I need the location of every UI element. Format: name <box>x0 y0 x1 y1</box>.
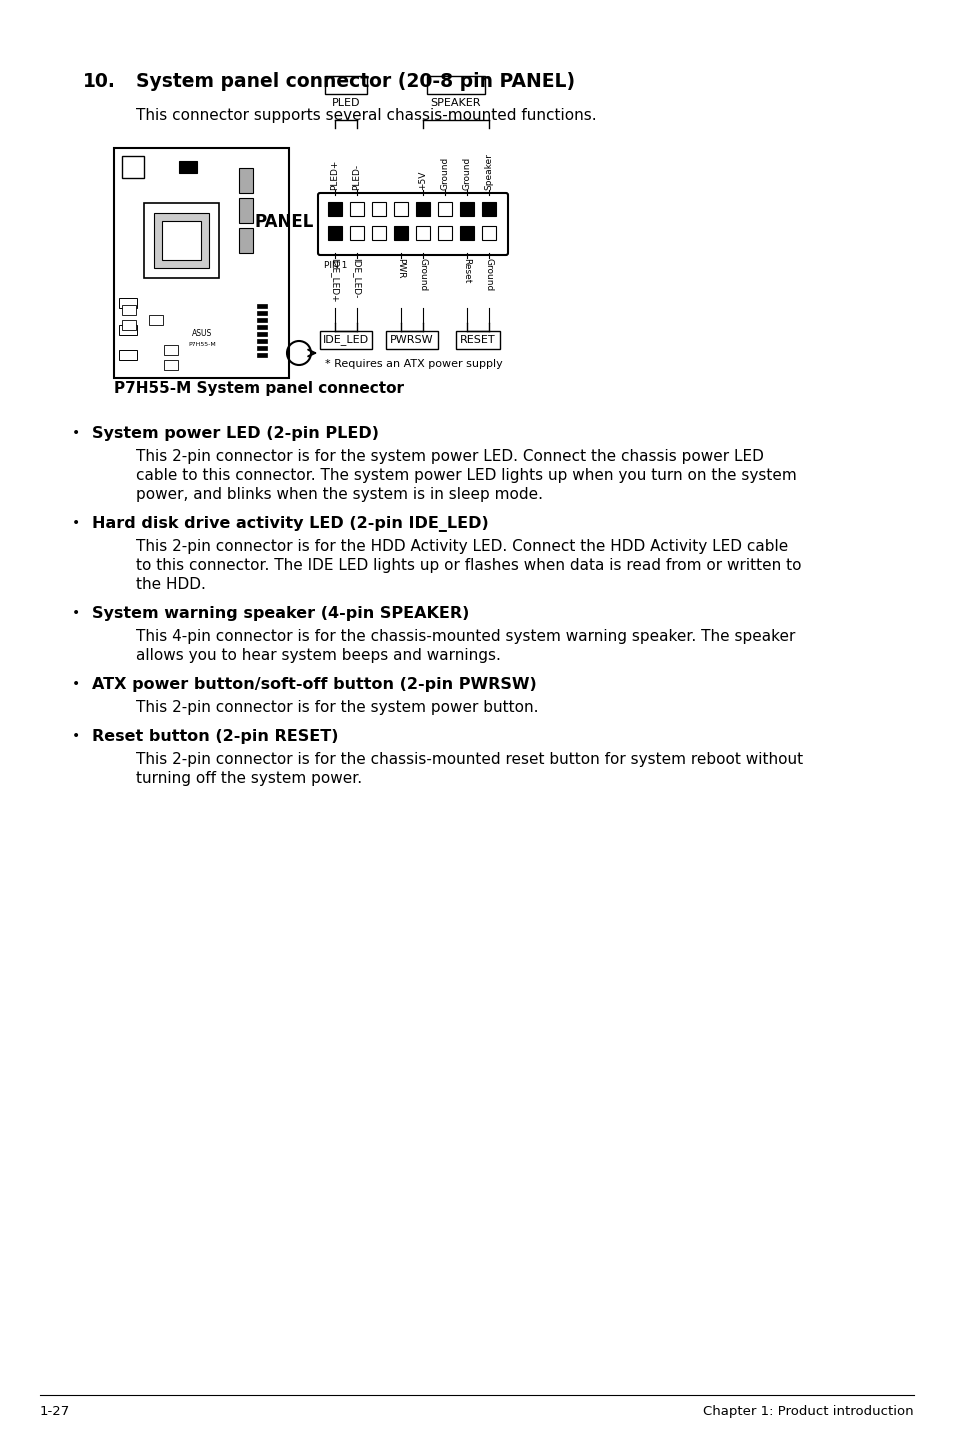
Bar <box>122 155 144 178</box>
Text: cable to this connector. The system power LED lights up when you turn on the sys: cable to this connector. The system powe… <box>136 467 796 483</box>
Bar <box>122 321 136 329</box>
Text: PLED+: PLED+ <box>330 160 339 190</box>
Bar <box>325 76 367 93</box>
Text: IDE_LED+: IDE_LED+ <box>330 257 339 302</box>
Bar <box>113 148 289 378</box>
Bar <box>239 229 253 253</box>
Text: to this connector. The IDE LED lights up or flashes when data is read from or wr: to this connector. The IDE LED lights up… <box>136 558 801 572</box>
Bar <box>481 226 496 240</box>
Text: This connector supports several chassis-mounted functions.: This connector supports several chassis-… <box>136 108 596 124</box>
FancyBboxPatch shape <box>317 193 507 255</box>
Text: This 2-pin connector is for the HDD Activity LED. Connect the HDD Activity LED c: This 2-pin connector is for the HDD Acti… <box>136 539 787 554</box>
Bar <box>256 325 267 329</box>
Text: RESET: RESET <box>459 335 496 345</box>
Bar <box>256 339 267 344</box>
Text: +5V: +5V <box>418 171 427 190</box>
Bar <box>256 311 267 315</box>
Bar <box>153 213 209 267</box>
Bar <box>239 198 253 223</box>
Text: PWR: PWR <box>396 257 405 279</box>
Bar <box>256 332 267 336</box>
Bar <box>481 201 496 216</box>
Bar <box>386 331 437 349</box>
Bar <box>372 201 386 216</box>
Text: Ground: Ground <box>440 157 449 190</box>
Bar <box>459 201 474 216</box>
Text: PIN 1: PIN 1 <box>324 262 347 270</box>
Text: the HDD.: the HDD. <box>136 577 206 592</box>
Text: power, and blinks when the system is in sleep mode.: power, and blinks when the system is in … <box>136 487 542 502</box>
Text: Chapter 1: Product introduction: Chapter 1: Product introduction <box>702 1405 913 1418</box>
Bar <box>394 201 408 216</box>
Bar <box>122 305 136 315</box>
Text: System panel connector (20-8 pin PANEL): System panel connector (20-8 pin PANEL) <box>136 72 575 91</box>
Bar <box>328 201 341 216</box>
Bar <box>119 349 137 360</box>
Bar <box>119 325 137 335</box>
Text: This 4-pin connector is for the chassis-mounted system warning speaker. The spea: This 4-pin connector is for the chassis-… <box>136 628 795 644</box>
Bar <box>239 168 253 193</box>
Text: * Requires an ATX power supply: * Requires an ATX power supply <box>325 360 502 370</box>
Bar <box>319 331 372 349</box>
Bar <box>372 226 386 240</box>
Bar <box>459 226 474 240</box>
Bar <box>350 201 364 216</box>
Text: ATX power button/soft-off button (2-pin PWRSW): ATX power button/soft-off button (2-pin … <box>91 677 537 692</box>
Text: This 2-pin connector is for the chassis-mounted reset button for system reboot w: This 2-pin connector is for the chassis-… <box>136 752 802 766</box>
Text: ASUS: ASUS <box>192 328 212 338</box>
Bar <box>416 226 430 240</box>
Bar <box>350 226 364 240</box>
Text: 10.: 10. <box>83 72 115 91</box>
Bar <box>179 161 196 173</box>
Text: P7H55-M: P7H55-M <box>188 341 215 347</box>
Bar <box>456 331 499 349</box>
Text: PLED: PLED <box>332 98 360 108</box>
Text: Ground: Ground <box>484 257 493 292</box>
Bar <box>164 345 178 355</box>
Text: SPEAKER: SPEAKER <box>431 98 480 108</box>
Text: Ground: Ground <box>462 157 471 190</box>
Text: turning off the system power.: turning off the system power. <box>136 771 362 787</box>
Bar <box>256 352 267 357</box>
Text: IDE_LED-: IDE_LED- <box>352 257 361 298</box>
Text: Reset: Reset <box>462 257 471 283</box>
Bar <box>256 303 267 308</box>
Text: System power LED (2-pin PLED): System power LED (2-pin PLED) <box>91 426 378 441</box>
Text: •: • <box>71 426 80 440</box>
Bar <box>437 226 452 240</box>
Text: 1-27: 1-27 <box>40 1405 71 1418</box>
Text: •: • <box>71 729 80 743</box>
Text: P7H55-M System panel connector: P7H55-M System panel connector <box>113 381 403 395</box>
Bar <box>162 221 201 260</box>
Text: This 2-pin connector is for the system power button.: This 2-pin connector is for the system p… <box>136 700 537 715</box>
Text: PLED-: PLED- <box>352 164 361 190</box>
Text: Speaker: Speaker <box>484 152 493 190</box>
Bar <box>416 201 430 216</box>
Text: Hard disk drive activity LED (2-pin IDE_LED): Hard disk drive activity LED (2-pin IDE_… <box>91 516 488 532</box>
Bar <box>427 76 484 93</box>
Bar <box>119 298 137 308</box>
Text: This 2-pin connector is for the system power LED. Connect the chassis power LED: This 2-pin connector is for the system p… <box>136 449 763 464</box>
Bar <box>256 318 267 322</box>
Bar <box>256 347 267 349</box>
Text: IDE_LED: IDE_LED <box>323 335 369 345</box>
Bar <box>437 201 452 216</box>
Text: •: • <box>71 605 80 620</box>
Bar <box>164 360 178 370</box>
Text: •: • <box>71 516 80 531</box>
Text: allows you to hear system beeps and warnings.: allows you to hear system beeps and warn… <box>136 649 500 663</box>
Bar <box>144 203 219 278</box>
Text: Reset button (2-pin RESET): Reset button (2-pin RESET) <box>91 729 338 743</box>
Bar <box>394 226 408 240</box>
Text: PANEL: PANEL <box>254 213 314 232</box>
Text: PWRSW: PWRSW <box>390 335 434 345</box>
Text: Ground: Ground <box>418 257 427 292</box>
Bar <box>328 226 341 240</box>
Bar <box>149 315 163 325</box>
Text: System warning speaker (4-pin SPEAKER): System warning speaker (4-pin SPEAKER) <box>91 605 469 621</box>
Text: •: • <box>71 677 80 692</box>
